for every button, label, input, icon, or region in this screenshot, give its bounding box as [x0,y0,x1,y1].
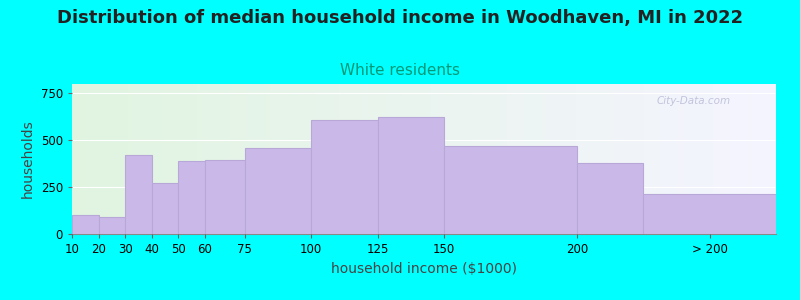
Bar [178,161,205,234]
Bar [643,194,776,234]
Bar [378,117,444,234]
Bar [72,215,98,234]
Text: City-Data.com: City-Data.com [656,96,730,106]
Bar [444,146,577,234]
Bar [98,217,125,234]
Bar [311,120,378,234]
Y-axis label: households: households [21,120,35,198]
Bar [577,163,643,234]
Bar [152,183,178,234]
Bar [205,160,245,234]
Bar [245,148,311,234]
Bar [125,155,152,234]
Text: White residents: White residents [340,63,460,78]
Text: Distribution of median household income in Woodhaven, MI in 2022: Distribution of median household income … [57,9,743,27]
X-axis label: household income ($1000): household income ($1000) [331,262,517,276]
